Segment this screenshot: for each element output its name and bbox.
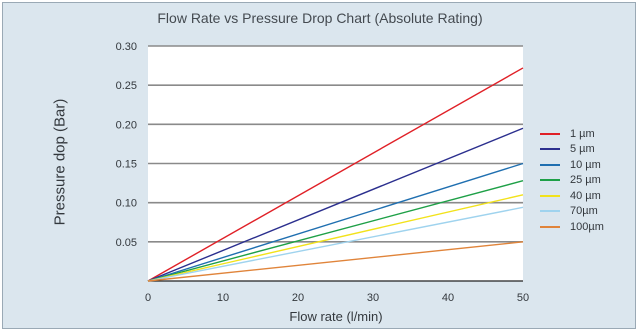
series-line xyxy=(147,162,524,282)
y-tick-label: 0.10 xyxy=(116,198,137,210)
series-line xyxy=(147,127,524,282)
legend-item: 5 µm xyxy=(540,142,604,158)
series-line xyxy=(147,241,524,282)
x-tick-label: 20 xyxy=(292,292,304,304)
x-axis-label: Flow rate (l/min) xyxy=(289,309,383,324)
chart-title: Flow Rate vs Pressure Drop Chart (Absolu… xyxy=(157,10,483,26)
series-line xyxy=(147,180,524,282)
legend-swatch xyxy=(540,210,560,213)
series-line xyxy=(147,67,524,282)
y-tick-label: 0.30 xyxy=(116,41,137,53)
legend-swatch xyxy=(540,225,560,228)
legend-item: 1 µm xyxy=(540,126,604,142)
legend-swatch xyxy=(540,132,560,135)
x-tick-label: 30 xyxy=(367,292,379,304)
legend-swatch xyxy=(540,179,560,182)
legend-label: 5 µm xyxy=(570,143,595,156)
legend-label: 25 µm xyxy=(570,174,601,187)
legend-item: 70µm xyxy=(540,204,604,220)
series-line xyxy=(147,206,524,282)
x-tick-label: 0 xyxy=(145,292,151,304)
legend-label: 40 µm xyxy=(570,189,601,202)
y-tick-label: 0.25 xyxy=(116,80,137,92)
legend-label: 100µm xyxy=(570,220,604,233)
legend-swatch xyxy=(540,194,560,197)
legend-item: 25 µm xyxy=(540,173,604,189)
legend-item: 10 µm xyxy=(540,157,604,173)
y-tick-label: 0.20 xyxy=(116,119,137,131)
x-tick-label: 40 xyxy=(442,292,454,304)
legend-item: 100µm xyxy=(540,219,604,235)
y-tick-label: 0.05 xyxy=(116,237,137,249)
x-tick-label: 10 xyxy=(217,292,229,304)
legend-label: 70µm xyxy=(570,205,598,218)
legend-swatch xyxy=(540,163,560,166)
legend: 1 µm 5 µm 10 µm 25 µm 40 µm 70µm 100µm xyxy=(540,126,604,235)
x-tick-label: 50 xyxy=(517,292,529,304)
legend-label: 10 µm xyxy=(570,158,601,171)
legend-label: 1 µm xyxy=(570,127,595,140)
legend-item: 40 µm xyxy=(540,188,604,204)
legend-swatch xyxy=(540,148,560,151)
y-tick-label: 0.15 xyxy=(116,159,137,171)
series-line xyxy=(147,194,524,282)
